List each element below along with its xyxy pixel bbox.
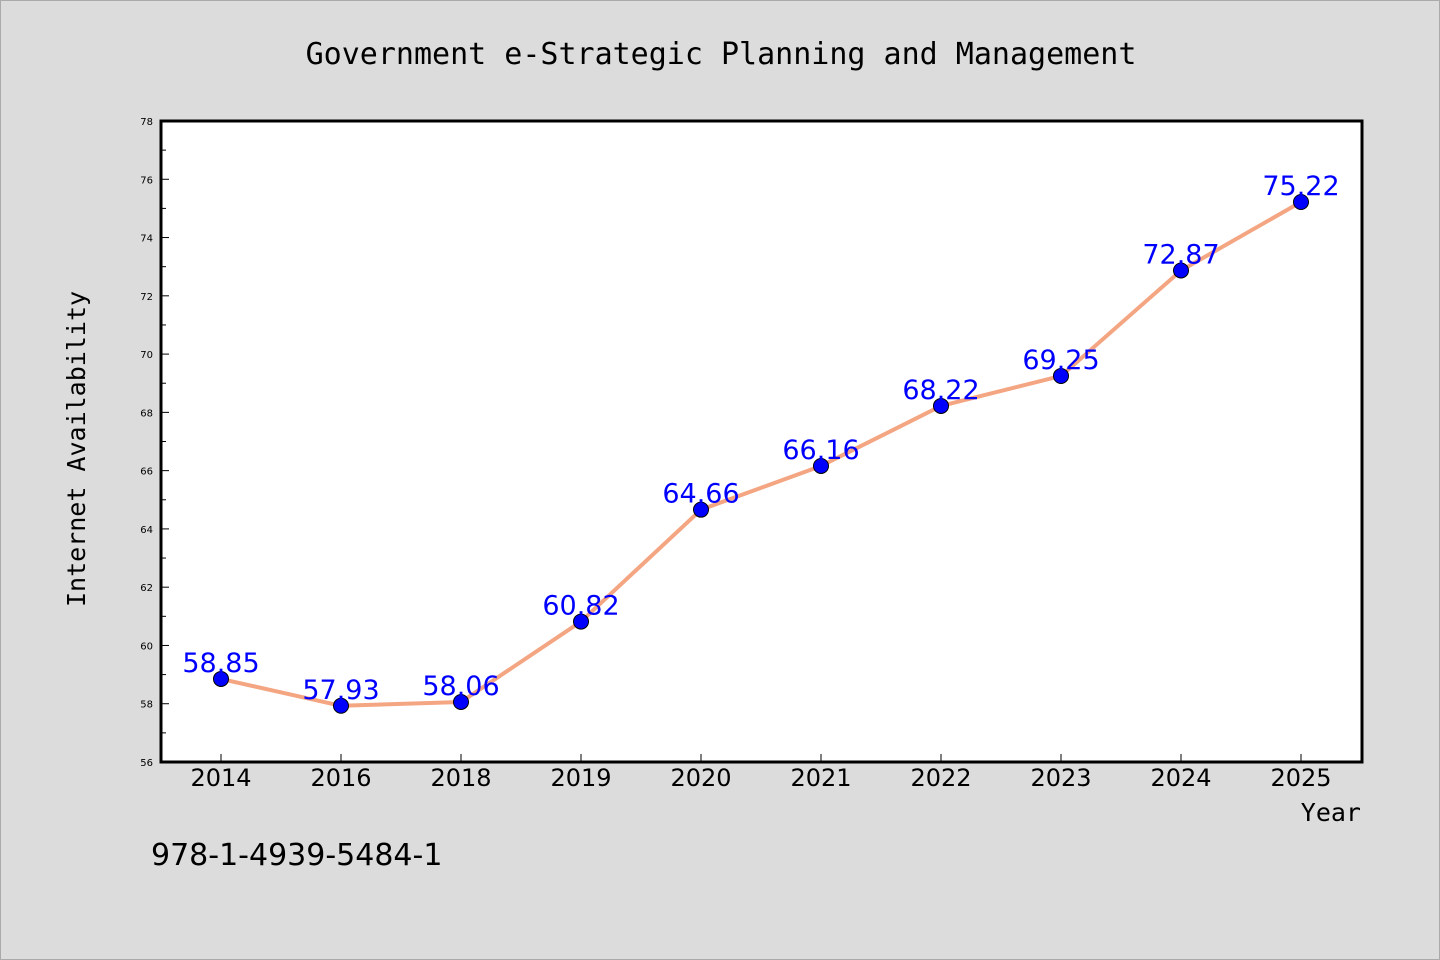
x-tick-label: 2016 [310,764,371,792]
data-point [333,697,349,714]
x-tick-label: 2025 [1270,764,1331,792]
y-tick-label: 66 [140,467,153,478]
x-tick-label: 2021 [790,764,851,792]
y-tick-label: 60 [140,641,153,652]
data-point [453,693,469,710]
y-tick-label: 74 [140,234,153,245]
x-axis-ticks: 2014 2016 2018 2019 2020 2021 2022 2023 2024 2025 [190,754,1332,792]
x-tick-label: 2024 [1150,764,1211,792]
data-point [213,670,229,687]
data-point [1053,367,1069,384]
data-label: 66.16 [782,435,859,466]
series-layer [213,193,1309,714]
x-tick-label: 2022 [910,764,971,792]
data-label: 72.87 [1142,239,1219,270]
y-tick-label: 68 [140,408,153,419]
x-tick-label: 2018 [430,764,491,792]
chart-title: Government e-Strategic Planning and Mana… [306,37,1137,72]
data-point [933,397,949,414]
data-label: 64.66 [662,479,739,510]
y-tick-label: 64 [140,525,153,536]
data-label: 60.82 [542,591,619,622]
y-tick-label: 56 [140,758,153,769]
series-line [220,200,1302,708]
data-label-layer: 58.85 57.93 58.06 60.82 64.66 66.16 68.22 69.25… [182,171,1339,706]
data-label: 58.85 [182,648,259,679]
data-point [573,613,589,630]
data-label: 69.25 [1022,345,1099,376]
x-tick-label: 2020 [670,764,731,792]
y-tick-label: 58 [140,700,153,711]
data-point [1293,193,1309,210]
isbn-text: 978-1-4939-5484-1 [151,838,442,873]
data-point [813,457,829,474]
x-tick-label: 2023 [1030,764,1091,792]
x-tick-label: 2014 [190,764,251,792]
data-label: 68.22 [902,375,979,406]
data-label: 57.93 [302,675,379,706]
data-label: 75.22 [1262,171,1339,202]
plot-area [159,119,1364,764]
y-tick-label: 78 [140,117,153,128]
y-axis-label: Internet Availability [62,291,91,607]
data-point [693,501,709,518]
x-tick-label: 2019 [550,764,611,792]
y-tick-label: 62 [140,583,153,594]
y-tick-label: 70 [140,350,153,361]
x-axis-label: Year [1301,798,1361,827]
y-tick-label: 72 [140,292,153,303]
y-tick-label: 76 [140,175,153,186]
y-axis-ticks: 56 58 60 62 64 66 68 70 72 74 76 78 [140,117,169,769]
data-point [1173,262,1189,279]
data-label: 58.06 [422,671,499,702]
